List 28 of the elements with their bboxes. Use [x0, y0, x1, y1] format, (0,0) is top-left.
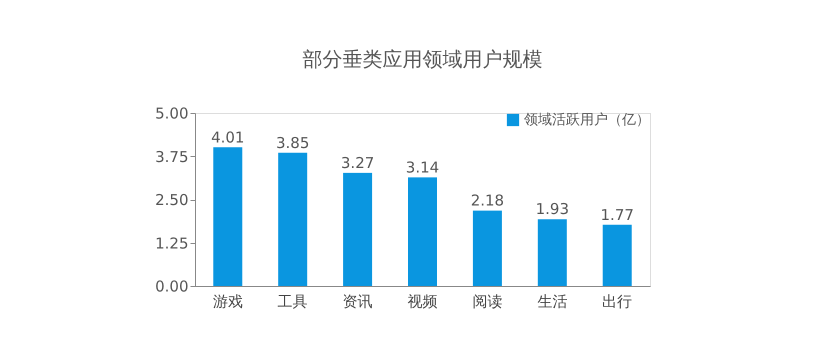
y-tick-label: 3.75	[155, 148, 188, 166]
y-tick-label: 5.00	[155, 104, 188, 122]
x-tick-label: 视频	[408, 292, 438, 310]
y-tick-label: 0.00	[155, 278, 188, 296]
bar	[602, 224, 632, 286]
x-tick-label: 资讯	[342, 292, 373, 310]
data-label: 1.93	[536, 200, 570, 218]
chart-title: 部分垂类应用领域用户规模	[302, 47, 542, 71]
x-tick-label: 工具	[278, 292, 308, 310]
bar	[408, 177, 437, 286]
y-tick-label: 2.50	[155, 191, 188, 209]
data-label: 3.27	[340, 154, 374, 172]
data-label: 4.01	[211, 128, 244, 146]
x-tick-label: 出行	[602, 292, 632, 310]
x-tick-label: 阅读	[472, 292, 502, 310]
x-tick-label: 游戏	[212, 292, 243, 310]
bar	[278, 152, 308, 286]
legend-label: 领域活跃用户（亿）	[524, 112, 650, 128]
data-label: 3.14	[406, 158, 440, 176]
y-tick-label: 1.25	[155, 234, 188, 252]
data-label: 3.85	[276, 134, 310, 152]
x-tick-label: 生活	[537, 292, 568, 310]
bar	[213, 147, 242, 286]
data-label: 1.77	[600, 206, 634, 224]
bar	[538, 219, 567, 286]
bar	[343, 172, 372, 286]
data-label: 2.18	[470, 192, 504, 210]
bar	[472, 210, 502, 286]
